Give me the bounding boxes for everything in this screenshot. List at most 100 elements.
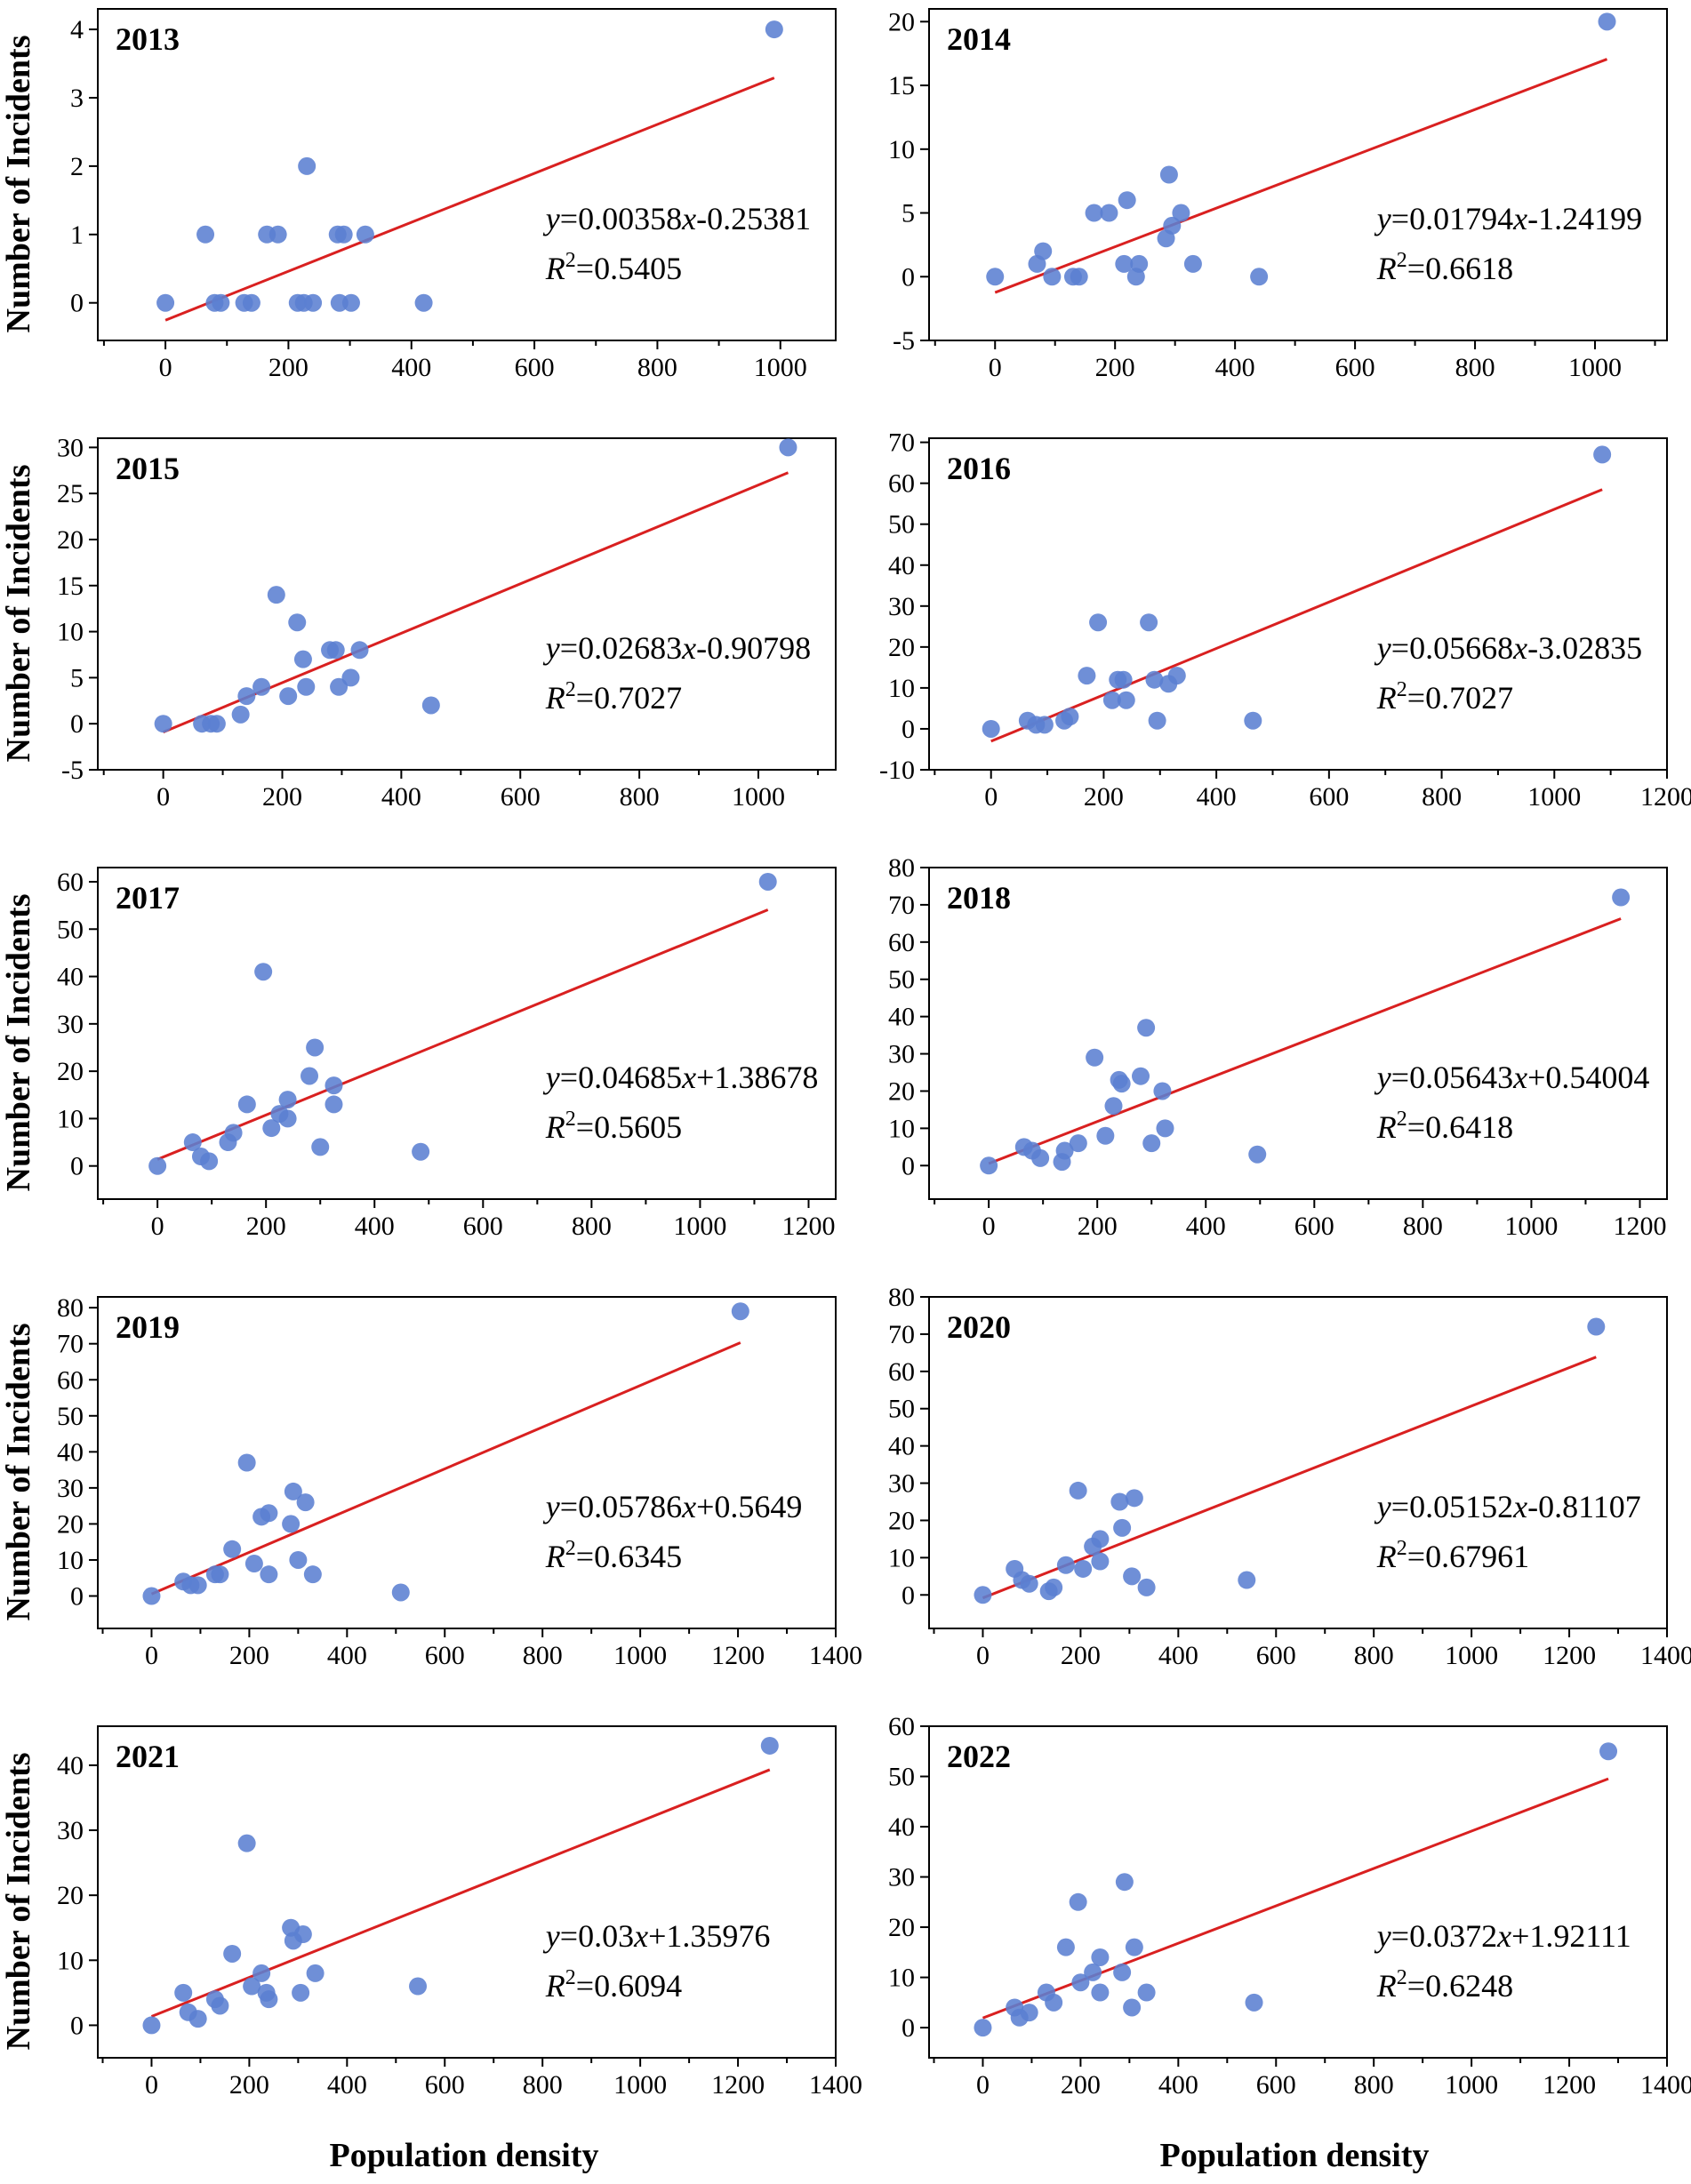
x-tick-label: 400: [327, 2070, 367, 2100]
data-point: [278, 1109, 297, 1128]
x-tick-label: 600: [463, 1212, 503, 1241]
y-tick-label: 0: [70, 2011, 84, 2040]
y-tick-label: 40: [888, 1003, 915, 1032]
x-tick-label: 600: [515, 353, 555, 382]
y-tick-label: 10: [57, 1546, 84, 1575]
eq-y-var: y: [543, 1918, 560, 1954]
regression-line: [156, 908, 769, 1161]
y-axis-title-row-3: Number of Incidents: [0, 894, 37, 1192]
regression-equation: y=0.00358x-0.25381: [543, 201, 811, 236]
x-tick-label: 800: [1455, 353, 1495, 382]
r2-symbol: R: [1376, 1968, 1397, 2004]
data-point: [1115, 1873, 1134, 1892]
data-point: [262, 1119, 281, 1138]
regression-equation: y=0.03x+1.35976: [543, 1918, 771, 1954]
data-point: [1115, 254, 1134, 273]
data-point: [1056, 1938, 1075, 1956]
data-point: [1089, 613, 1108, 632]
data-point: [409, 1977, 428, 1996]
data-point: [252, 1964, 271, 1982]
eq-slope: =0.03: [560, 1918, 634, 1954]
eq-y-var: y: [1374, 201, 1391, 236]
data-point: [1045, 1578, 1063, 1596]
eq-slope: =0.05152: [1391, 1489, 1513, 1524]
data-point: [1599, 1742, 1618, 1761]
data-point: [350, 641, 369, 660]
x-tick-label: 1000: [1445, 1641, 1498, 1670]
y-tick-label: 4: [70, 15, 84, 44]
r2-superscript: 2: [1397, 249, 1407, 272]
regression-equation: y=0.02683x-0.90798: [543, 630, 811, 666]
r2-value: =0.6094: [576, 1968, 682, 2004]
plot-frame: [97, 8, 837, 341]
r-squared: R2=0.5605: [545, 1108, 682, 1145]
eq-slope: =0.02683: [560, 630, 682, 666]
data-point: [1123, 1998, 1142, 2017]
y-tick-label: 20: [888, 633, 915, 662]
eq-slope: =0.04685: [560, 1060, 682, 1095]
y-axis-title-row-4: Number of Incidents: [0, 1324, 37, 1621]
x-tick-label: 1000: [1568, 353, 1622, 382]
eq-y-var: y: [543, 201, 560, 236]
x-tick-label: 1000: [754, 353, 807, 382]
r-squared: R2=0.67961: [1376, 1537, 1529, 1574]
y-tick-label: 20: [57, 525, 84, 555]
x-tick-label: 1000: [673, 1212, 726, 1241]
data-point: [237, 1095, 256, 1114]
x-tick-label: 0: [976, 2070, 990, 2100]
data-point: [1104, 1097, 1123, 1116]
x-tick-label: 400: [327, 1641, 367, 1670]
y-tick-label: 20: [888, 1506, 915, 1535]
data-point: [311, 1138, 330, 1156]
y-tick-label: 60: [888, 1357, 915, 1387]
data-point: [986, 268, 1005, 286]
x-tick-label: 400: [355, 1212, 395, 1241]
data-point: [391, 1583, 410, 1602]
x-tick-label: 1400: [809, 2070, 862, 2100]
r2-value: =0.6345: [576, 1539, 682, 1574]
panel-2013: 0 1 2 3 4 0 200 400 600 800 1000 2013 y=0.00358x-0.2…: [70, 8, 837, 382]
data-point: [231, 705, 250, 724]
r2-value: =0.6248: [1407, 1968, 1513, 2004]
data-point: [304, 293, 323, 312]
y-tick-label: 3: [70, 84, 84, 113]
data-point: [293, 650, 312, 668]
data-point: [252, 677, 271, 696]
y-tick-label: 0: [70, 1582, 84, 1612]
y-tick-label: 40: [57, 1751, 84, 1780]
r-squared: R2=0.6618: [1376, 249, 1513, 286]
x-tick-label: 800: [1422, 782, 1462, 812]
plot-frame: [97, 1296, 837, 1629]
data-point: [1159, 165, 1178, 184]
y-tick-label: 10: [57, 1946, 84, 1975]
x-tick-label: 1000: [613, 2070, 667, 2100]
x-tick-label: 1200: [1543, 1641, 1596, 1670]
data-point: [211, 1996, 229, 2015]
eq-slope: =0.0372: [1391, 1918, 1497, 1954]
x-tick-label: 200: [1061, 2070, 1101, 2100]
data-point: [282, 1515, 301, 1533]
data-point: [1137, 1578, 1156, 1596]
y-tick-label: 20: [888, 1076, 915, 1106]
data-point: [244, 1555, 263, 1573]
y-tick-label: 60: [888, 1712, 915, 1741]
x-tick-label: 0: [156, 782, 170, 812]
plot-frame: [97, 867, 837, 1200]
y-tick-label: 80: [888, 853, 915, 883]
data-point: [1110, 1492, 1129, 1511]
data-point: [1102, 691, 1121, 709]
data-point: [1238, 1571, 1256, 1589]
y-tick-label: 70: [888, 428, 915, 458]
r2-value: =0.67961: [1407, 1539, 1529, 1574]
r2-symbol: R: [1376, 251, 1397, 286]
data-point: [260, 1565, 278, 1584]
eq-y-var: y: [1374, 1489, 1391, 1524]
y-tick-label: 30: [888, 592, 915, 621]
y-tick-label: 0: [70, 289, 84, 318]
regression-line: [164, 76, 775, 322]
r2-superscript: 2: [1397, 1108, 1407, 1131]
r2-symbol: R: [1376, 680, 1397, 716]
eq-x-var: x: [681, 630, 696, 666]
r2-superscript: 2: [1397, 1537, 1407, 1560]
